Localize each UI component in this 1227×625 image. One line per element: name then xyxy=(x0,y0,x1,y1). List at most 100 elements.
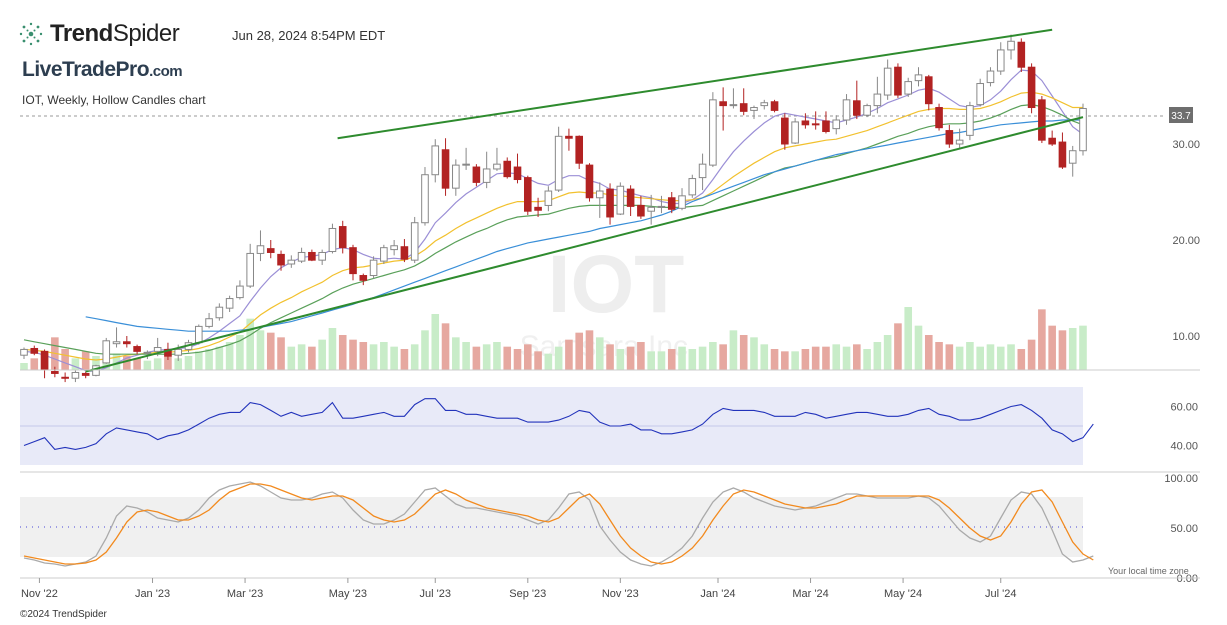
candle-body xyxy=(1007,40,1015,51)
candle-body xyxy=(400,246,409,260)
candle xyxy=(945,124,954,148)
candle xyxy=(904,77,913,97)
candle xyxy=(472,164,481,187)
time-axis: Nov '22 Jan '23 Mar '23 May '23 Jul '23 Sep '… xyxy=(21,578,1016,600)
time-tick-label: May '23 xyxy=(329,588,367,600)
candle-body xyxy=(729,104,738,107)
moving-average-line xyxy=(23,103,1084,355)
volume-bar xyxy=(472,346,481,370)
stochastic-tick-label: 50.00 xyxy=(1170,523,1198,535)
candle-body xyxy=(215,306,224,319)
volume-bar xyxy=(1068,328,1077,370)
volume-bar xyxy=(801,349,810,370)
candle-body xyxy=(431,145,440,176)
volume-bar xyxy=(81,351,90,370)
rsi-series xyxy=(23,398,1094,451)
candle-body xyxy=(194,325,203,344)
candle xyxy=(626,185,635,216)
rsi-tick-label: 60.00 xyxy=(1170,402,1198,414)
candle xyxy=(811,111,820,130)
candle xyxy=(20,347,28,360)
candle xyxy=(308,249,316,262)
volume-bar xyxy=(966,342,974,370)
price-axis: 30.00 20.00 10.00 xyxy=(1172,139,1200,343)
candle xyxy=(266,240,275,259)
volume-bar xyxy=(482,344,491,370)
candle xyxy=(51,366,59,378)
volume-bar xyxy=(914,325,923,370)
candle-body xyxy=(133,346,141,352)
candle xyxy=(781,113,789,150)
candle xyxy=(380,244,388,264)
candle-body xyxy=(338,226,347,249)
candle-body xyxy=(174,348,183,356)
trendspider-logo: TrendSpider xyxy=(18,20,180,48)
candle-body xyxy=(102,340,111,364)
candle xyxy=(534,197,542,217)
candle xyxy=(585,163,594,202)
volume-bar xyxy=(71,358,80,370)
candle xyxy=(1079,103,1087,156)
candle-body xyxy=(894,66,902,96)
volume-bar xyxy=(688,349,697,370)
candle-body xyxy=(883,67,892,96)
candle xyxy=(71,370,80,383)
volume-bar xyxy=(1017,349,1026,370)
volume-bar xyxy=(112,353,121,370)
stoch-band xyxy=(20,497,1083,557)
candle-body xyxy=(205,318,213,327)
trendlines[interactable] xyxy=(85,28,1084,373)
candle-body xyxy=(647,206,655,212)
candle xyxy=(575,135,584,169)
candle xyxy=(40,349,49,379)
volume-bar xyxy=(781,351,789,370)
candle-body xyxy=(801,120,810,126)
candle xyxy=(493,147,501,171)
candle xyxy=(359,273,368,286)
candle-body xyxy=(1017,41,1026,68)
volume-bar xyxy=(1058,330,1067,370)
volume-bar xyxy=(1048,325,1056,370)
candle xyxy=(503,157,512,179)
candle-body xyxy=(513,166,522,181)
time-tick-label: Jul '23 xyxy=(420,588,451,600)
time-tick-label: Jan '23 xyxy=(135,588,170,600)
candle-body xyxy=(657,205,666,208)
candle-body xyxy=(924,76,933,105)
candle xyxy=(102,337,111,364)
volume-bar xyxy=(215,346,224,370)
candle-body xyxy=(595,190,604,199)
time-tick-label: Sep '23 xyxy=(509,588,546,600)
candle xyxy=(709,92,717,168)
candle-body xyxy=(472,166,481,183)
candle-body xyxy=(246,252,254,287)
candle xyxy=(966,101,974,141)
candle xyxy=(853,80,861,120)
candle-body xyxy=(112,341,121,345)
candle-body xyxy=(606,188,614,218)
symbol-watermark: IOT xyxy=(548,239,685,330)
candle-body xyxy=(986,70,995,84)
candle xyxy=(513,153,522,184)
candle xyxy=(287,255,296,268)
volume-bar xyxy=(133,358,141,370)
stochastic-series xyxy=(23,481,1094,567)
candle xyxy=(30,345,39,356)
candle-body xyxy=(1079,107,1087,152)
chart-datetime: Jun 28, 2024 8:54PM EDT xyxy=(232,28,386,43)
candle-body xyxy=(30,347,39,354)
candle-body xyxy=(523,177,532,212)
volume-bar xyxy=(678,346,686,370)
volume-bar xyxy=(523,344,532,370)
volume-bar xyxy=(277,337,285,370)
volume-bar xyxy=(739,335,748,370)
volume-bar xyxy=(894,323,902,370)
candle-body xyxy=(842,99,851,121)
candle-body xyxy=(164,348,172,357)
candle-body xyxy=(688,178,697,196)
candle-body xyxy=(441,149,450,189)
volume-bar xyxy=(452,337,460,370)
candle xyxy=(318,249,326,265)
volume-bar xyxy=(421,330,429,370)
